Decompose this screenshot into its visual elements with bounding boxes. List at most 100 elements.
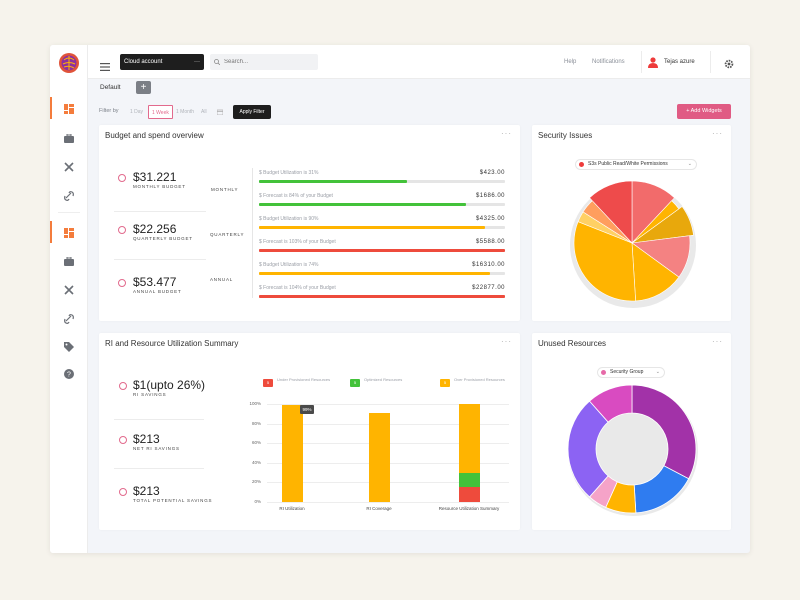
y-axis-tick: 0% xyxy=(254,499,261,504)
divider xyxy=(114,468,204,469)
user-name[interactable]: Tejas azure xyxy=(664,59,695,65)
budget-bar-caption: $ Budget Utilization is 74% xyxy=(259,262,319,268)
y-axis-tick: 60% xyxy=(251,440,261,446)
cloud-account-label: Cloud account xyxy=(124,59,163,65)
sidebar-active-indicator-2 xyxy=(50,221,52,243)
legend-label: Under Provisioned Resources xyxy=(277,377,331,382)
legend-label: Over Provisioned Resources xyxy=(454,377,505,382)
budget-bar-fill xyxy=(259,249,505,252)
sidebar-item-dashboard[interactable] xyxy=(62,102,76,116)
help-link[interactable]: Help xyxy=(564,59,577,65)
metric-marker-icon xyxy=(119,488,127,496)
sidebar-item-link[interactable] xyxy=(62,189,76,203)
bar-segment xyxy=(458,487,480,502)
budget-card: Budget and spend overview ··· $31.221 MO… xyxy=(99,125,520,321)
bar-segment xyxy=(458,404,480,473)
tag-icon xyxy=(64,342,74,352)
pie-slice[interactable] xyxy=(631,242,680,302)
monthly-budget-value: $31.221 xyxy=(133,170,177,184)
x-axis-label: RI Coverage xyxy=(366,506,392,511)
unused-card-menu-icon[interactable]: ··· xyxy=(712,337,723,346)
budget-bar-track xyxy=(259,295,505,298)
budget-bar-amount: $5588.00 xyxy=(475,239,505,245)
calendar-icon[interactable] xyxy=(217,109,223,115)
filter-option-1-week[interactable]: 1 Week xyxy=(148,105,173,119)
briefcase-icon xyxy=(64,133,74,143)
cloud-account-selector[interactable]: Cloud account ··· xyxy=(120,54,204,70)
link-icon xyxy=(64,314,74,324)
donut-slice[interactable] xyxy=(588,384,633,423)
security-card-menu-icon[interactable]: ··· xyxy=(712,129,723,138)
search-input[interactable] xyxy=(224,54,314,70)
add-widgets-button[interactable]: + Add Widgets xyxy=(677,104,731,119)
filter-option-1-day[interactable]: 1 Day xyxy=(130,109,144,115)
apply-filter-button[interactable]: Apply Filter xyxy=(233,105,271,119)
settings-gear-icon[interactable] xyxy=(724,56,736,69)
notifications-link[interactable]: Notifications xyxy=(592,59,625,65)
y-axis-tick: 40% xyxy=(251,459,261,465)
divider xyxy=(114,211,206,212)
legend-swatch: 5 xyxy=(263,379,273,387)
annual-budget-label: ANNUAL BUDGET xyxy=(133,289,182,294)
period-annual: ANNUAL xyxy=(210,277,234,282)
budget-bar-caption: $ Budget Utilization is 90% xyxy=(259,216,319,222)
unused-resources-title: Unused Resources xyxy=(538,339,607,348)
budget-bar-fill xyxy=(259,203,466,206)
link-icon xyxy=(64,191,74,201)
dashboard-icon xyxy=(64,104,74,114)
gridline xyxy=(267,502,509,503)
red-dot-icon xyxy=(579,162,584,167)
ri-card-menu-icon[interactable]: ··· xyxy=(501,337,512,346)
budget-bar-track xyxy=(259,180,505,183)
sidebar-item-tools[interactable] xyxy=(62,160,76,174)
pie-slice[interactable] xyxy=(573,221,636,302)
sidebar-item-dashboard-2[interactable] xyxy=(62,226,76,240)
budget-card-menu-icon[interactable]: ··· xyxy=(501,129,512,138)
tab-default[interactable]: Default xyxy=(100,84,121,91)
pink-dot-icon xyxy=(601,370,606,375)
sidebar-item-briefcase[interactable] xyxy=(62,131,76,145)
user-avatar[interactable] xyxy=(648,55,658,73)
security-issue-dropdown[interactable]: S3s Public Read/White Permissions ⌄ xyxy=(575,159,697,170)
sidebar-item-link-2[interactable] xyxy=(62,312,76,326)
sidebar-item-tools-2[interactable] xyxy=(62,283,76,297)
sidebar-item-help[interactable]: ? xyxy=(62,367,76,381)
dashboard-icon xyxy=(64,228,74,238)
unused-resource-dropdown[interactable]: Security Group ⌄ xyxy=(597,367,665,378)
add-tab-button[interactable]: + xyxy=(136,81,151,94)
metric-marker-icon xyxy=(118,279,126,287)
budget-bar-caption: $ Forecast is 104% of your Budget xyxy=(259,285,336,291)
filter-option-all[interactable]: All xyxy=(201,109,207,115)
pie-slice[interactable] xyxy=(589,180,633,244)
bar-tooltip: 99% xyxy=(300,405,314,414)
security-issues-title: Security Issues xyxy=(538,131,593,140)
metric-marker-icon xyxy=(118,174,126,182)
app-window: ? Cloud account ··· Help Notifications T… xyxy=(50,45,750,553)
net-ri-savings-label: NET RI SAVINGS xyxy=(133,446,180,451)
bar-segment xyxy=(458,472,480,488)
budget-bar-amount: $423.00 xyxy=(479,170,505,176)
donut-slice[interactable] xyxy=(631,384,697,480)
y-axis-tick: 100% xyxy=(249,401,261,406)
sidebar-active-indicator xyxy=(50,97,52,119)
budget-bar-caption: $ Budget Utilization is 31% xyxy=(259,170,319,176)
sidebar-item-tag[interactable] xyxy=(62,340,76,354)
budget-bar-fill xyxy=(259,272,491,275)
legend-label: Optimized Resources xyxy=(364,377,403,382)
pie-slice[interactable] xyxy=(631,206,694,244)
hamburger-menu-icon[interactable] xyxy=(100,58,110,71)
more-icon: ··· xyxy=(194,59,200,65)
budget-bar-caption: $ Forecast is 103% of your Budget xyxy=(259,239,336,245)
budget-bar-caption: $ Forecast is 84% of your Budget xyxy=(259,193,333,199)
filter-option-1-month[interactable]: 1 Month xyxy=(176,109,195,115)
budget-bar-track xyxy=(259,203,505,206)
sidebar-item-briefcase-2[interactable] xyxy=(62,254,76,268)
budget-bar-track xyxy=(259,249,505,252)
search-box[interactable] xyxy=(210,54,318,70)
tools-icon xyxy=(64,285,74,295)
dashboard-tabs: Default + xyxy=(88,79,750,101)
x-axis-label: RI Utilization xyxy=(279,506,305,511)
briefcase-icon xyxy=(64,256,74,266)
filter-label: Filter by xyxy=(99,108,119,114)
ri-savings-value: $1(upto 26%) xyxy=(133,378,206,392)
